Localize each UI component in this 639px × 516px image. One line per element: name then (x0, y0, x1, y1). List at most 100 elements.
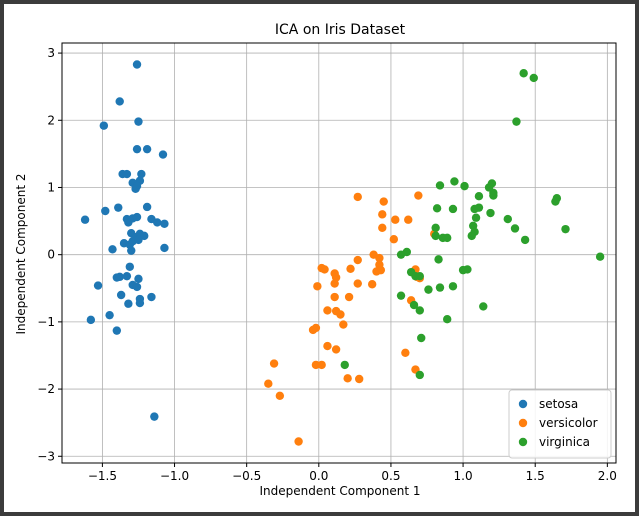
point-virginica (450, 177, 459, 186)
point-versicolor (317, 360, 326, 370)
point-versicolor (336, 310, 345, 319)
point-setosa (158, 150, 168, 159)
point-versicolor (308, 325, 318, 335)
point-versicolor (378, 210, 387, 219)
point-virginica (424, 285, 433, 294)
point-setosa (114, 203, 123, 212)
point-setosa (116, 290, 126, 300)
point-virginica (529, 73, 538, 83)
point-setosa (108, 245, 117, 254)
point-versicolor (339, 320, 348, 329)
point-versicolor (378, 223, 387, 232)
point-versicolor (269, 359, 279, 368)
point-versicolor (353, 255, 362, 265)
point-setosa (135, 298, 145, 308)
point-versicolor (353, 192, 362, 202)
legend-marker-versicolor (518, 418, 528, 428)
point-virginica (503, 214, 512, 224)
y-tick-label: 2 (47, 113, 55, 127)
y-tick-label: 3 (47, 46, 55, 60)
legend-label-setosa: setosa (539, 397, 578, 411)
figure-frame: ICA on Iris Dataset −1.5 −1.0 −0.5 0.0 0.5 1.… (4, 4, 635, 512)
point-virginica (510, 224, 520, 233)
point-versicolor (275, 391, 285, 400)
series-setosa (80, 60, 169, 421)
point-virginica (479, 302, 488, 311)
x-tick-label: 1.0 (454, 469, 473, 483)
point-virginica (520, 235, 530, 245)
point-setosa (127, 246, 136, 255)
point-setosa (137, 169, 146, 179)
grid-lines (62, 43, 616, 463)
point-versicolor (379, 197, 388, 206)
point-virginica (340, 360, 349, 370)
point-versicolor (353, 279, 362, 288)
point-setosa (150, 412, 159, 421)
point-virginica (561, 224, 570, 234)
point-virginica (415, 370, 424, 380)
point-virginica (435, 181, 445, 190)
point-setosa (131, 184, 140, 194)
point-setosa (142, 202, 152, 212)
point-virginica (435, 283, 445, 292)
point-setosa (142, 144, 152, 154)
point-setosa (122, 169, 132, 179)
x-tick-label: −1.5 (88, 469, 117, 483)
point-virginica (519, 69, 528, 78)
point-setosa (160, 219, 169, 228)
point-versicolor (330, 279, 339, 288)
point-virginica (595, 252, 605, 261)
legend-box (508, 389, 612, 459)
x-tick-label: 0.5 (381, 469, 400, 483)
point-versicolor (330, 292, 339, 302)
point-setosa (112, 326, 122, 335)
point-versicolor (367, 280, 377, 289)
point-setosa (153, 218, 162, 227)
point-versicolor (389, 235, 399, 244)
y-tick-label: −1 (37, 315, 55, 329)
x-tick-label: 1.5 (526, 469, 545, 483)
point-setosa (132, 212, 142, 222)
point-setosa (101, 206, 110, 216)
x-axis-label: Independent Component 1 (260, 484, 421, 498)
point-versicolor (343, 374, 352, 383)
point-virginica (551, 197, 560, 206)
point-virginica (431, 223, 440, 232)
point-setosa (115, 272, 124, 282)
point-versicolor (346, 264, 355, 273)
point-virginica (415, 306, 424, 315)
point-setosa (134, 117, 143, 126)
point-versicolor (401, 348, 410, 357)
plot-area-border (61, 42, 617, 464)
point-versicolor (323, 306, 332, 315)
point-virginica (431, 231, 440, 241)
point-virginica (448, 282, 458, 291)
point-versicolor (391, 215, 400, 224)
point-virginica (417, 333, 426, 343)
point-versicolor (414, 191, 423, 200)
x-tick-label: −0.5 (232, 469, 261, 483)
point-virginica (434, 255, 443, 264)
point-versicolor (331, 345, 341, 354)
data-points (80, 60, 605, 446)
point-virginica (458, 265, 468, 275)
point-setosa (147, 292, 156, 302)
point-virginica (489, 191, 498, 200)
series-virginica (340, 69, 605, 380)
point-setosa (134, 235, 143, 245)
x-tick-label: 2.0 (598, 469, 617, 483)
point-virginica (415, 271, 424, 281)
point-virginica (460, 181, 469, 191)
point-versicolor (375, 253, 384, 263)
point-setosa (125, 262, 135, 271)
x-axis-ticks: −1.5 −1.0 −0.5 0.0 0.5 1.0 1.5 2.0 (88, 463, 617, 483)
point-versicolor (320, 265, 329, 274)
point-setosa (132, 60, 142, 69)
point-virginica (443, 314, 452, 324)
y-tick-label: −2 (37, 382, 55, 396)
point-versicolor (294, 437, 303, 446)
legend-label-versicolor: versicolor (539, 416, 598, 430)
point-virginica (448, 204, 458, 214)
point-versicolor (354, 374, 364, 384)
point-virginica (396, 291, 406, 300)
